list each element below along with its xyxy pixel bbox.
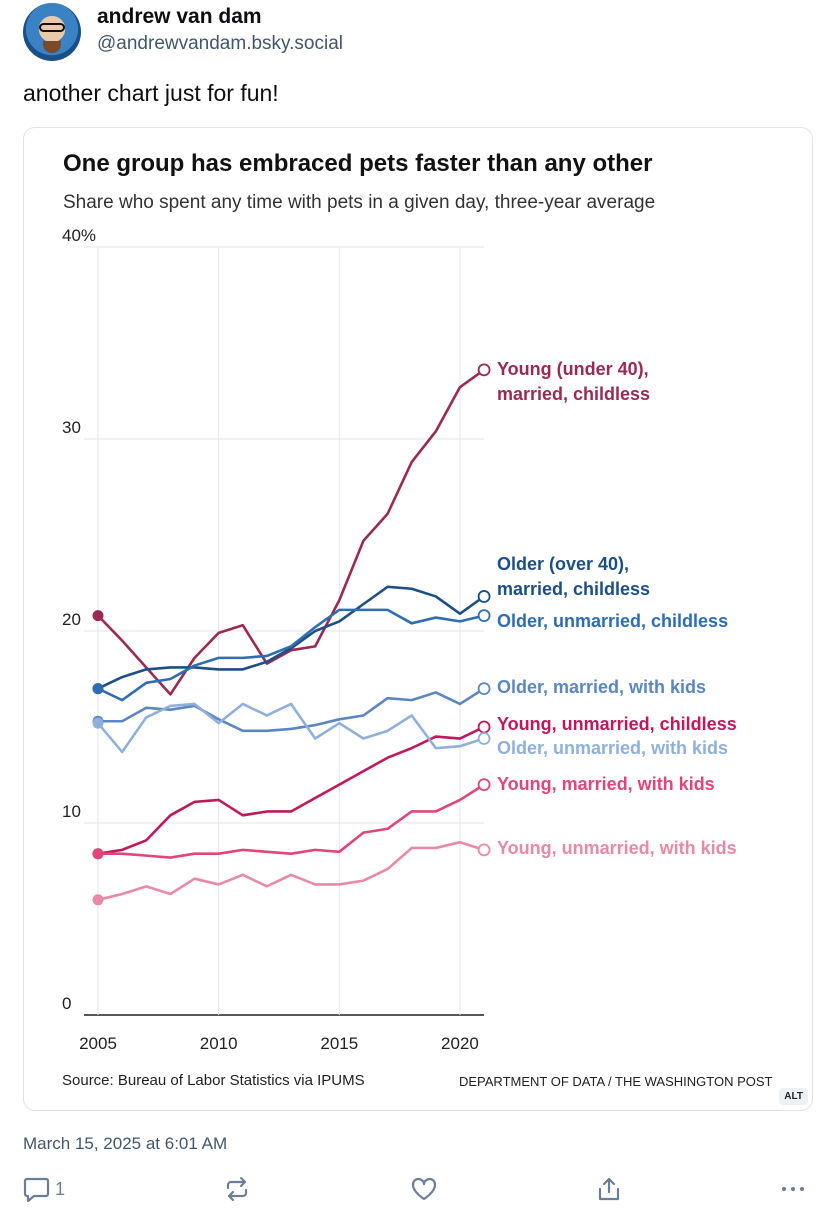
- x-tick-label: 2005: [79, 1034, 117, 1053]
- series-label: married, childless: [497, 579, 650, 599]
- repost-button[interactable]: [224, 1176, 250, 1202]
- post-actions: 1: [0, 1176, 837, 1202]
- series-start-point: [92, 683, 104, 695]
- line-chart: 0 10 20 30 40% 2005 2010 2015 2020 Young (under 4…: [62, 226, 737, 1053]
- series-end-point: [477, 609, 491, 623]
- reply-button[interactable]: 1: [23, 1176, 65, 1202]
- series-line: [97, 608, 485, 702]
- series-start-point: [92, 717, 104, 729]
- more-options-button[interactable]: [780, 1176, 806, 1202]
- share-button[interactable]: [596, 1176, 622, 1202]
- chart-subtitle: Share who spent any time with pets in a …: [63, 192, 656, 213]
- chart-image[interactable]: One group has embraced pets faster than …: [23, 127, 813, 1111]
- series-label: Young, married, with kids: [497, 774, 715, 794]
- y-tick-label: 10: [62, 802, 81, 821]
- reply-count: 1: [55, 1178, 66, 1199]
- series-label: Older, unmarried, childless: [497, 611, 728, 631]
- series-end-point: [477, 843, 491, 857]
- glasses-decoration: [39, 23, 65, 32]
- series-start-point: [92, 894, 104, 906]
- y-tick-label: 20: [62, 610, 81, 629]
- y-tick-label: 30: [62, 418, 81, 437]
- post-text: another chart just for fun!: [23, 80, 279, 106]
- avatar[interactable]: [23, 3, 81, 61]
- series-end-point: [477, 720, 491, 734]
- series-label: Young (under 40),: [497, 359, 649, 379]
- series-end-point: [477, 363, 491, 377]
- series-label: Young, unmarried, childless: [497, 714, 737, 734]
- series-label: Older (over 40),: [497, 554, 629, 574]
- series-end-point: [477, 778, 491, 791]
- series-end-point: [477, 590, 491, 603]
- y-tick-label: 0: [62, 994, 71, 1013]
- author-name[interactable]: andrew van dam: [97, 5, 262, 28]
- series-line: [98, 687, 485, 733]
- alt-badge[interactable]: ALT: [779, 1088, 808, 1105]
- y-tick-label: 40%: [62, 226, 96, 245]
- series-label: Older, unmarried, with kids: [497, 738, 728, 758]
- series-label: married, childless: [497, 384, 650, 404]
- x-tick-label: 2020: [441, 1034, 479, 1053]
- series-start-point: [92, 848, 104, 860]
- ellipsis-icon: [782, 1187, 804, 1191]
- series-end-point: [477, 682, 491, 695]
- chart-source: Source: Bureau of Labor Statistics via I…: [62, 1072, 365, 1089]
- x-tick-label: 2015: [320, 1034, 358, 1053]
- series-line: [97, 725, 485, 856]
- series-line: [97, 585, 485, 690]
- series-label: Older, married, with kids: [497, 677, 706, 697]
- chart-title: One group has embraced pets faster than …: [63, 150, 653, 177]
- like-button[interactable]: [410, 1176, 438, 1202]
- chart-credit: DEPARTMENT OF DATA / THE WASHINGTON POST: [459, 1074, 773, 1089]
- reply-icon: [23, 1177, 50, 1202]
- author-handle[interactable]: @andrewvandam.bsky.social: [97, 33, 343, 54]
- repost-icon: [226, 1176, 248, 1202]
- series-label: Young, unmarried, with kids: [497, 838, 737, 858]
- x-tick-label: 2010: [200, 1034, 238, 1053]
- share-icon: [598, 1177, 620, 1201]
- series-start-point: [92, 610, 104, 622]
- series-end-point: [477, 732, 491, 745]
- series-line: [98, 783, 485, 859]
- series-line: [97, 840, 485, 902]
- post-timestamp[interactable]: March 15, 2025 at 6:01 AM: [23, 1134, 228, 1153]
- heart-icon: [411, 1177, 437, 1201]
- beard-decoration: [43, 41, 61, 53]
